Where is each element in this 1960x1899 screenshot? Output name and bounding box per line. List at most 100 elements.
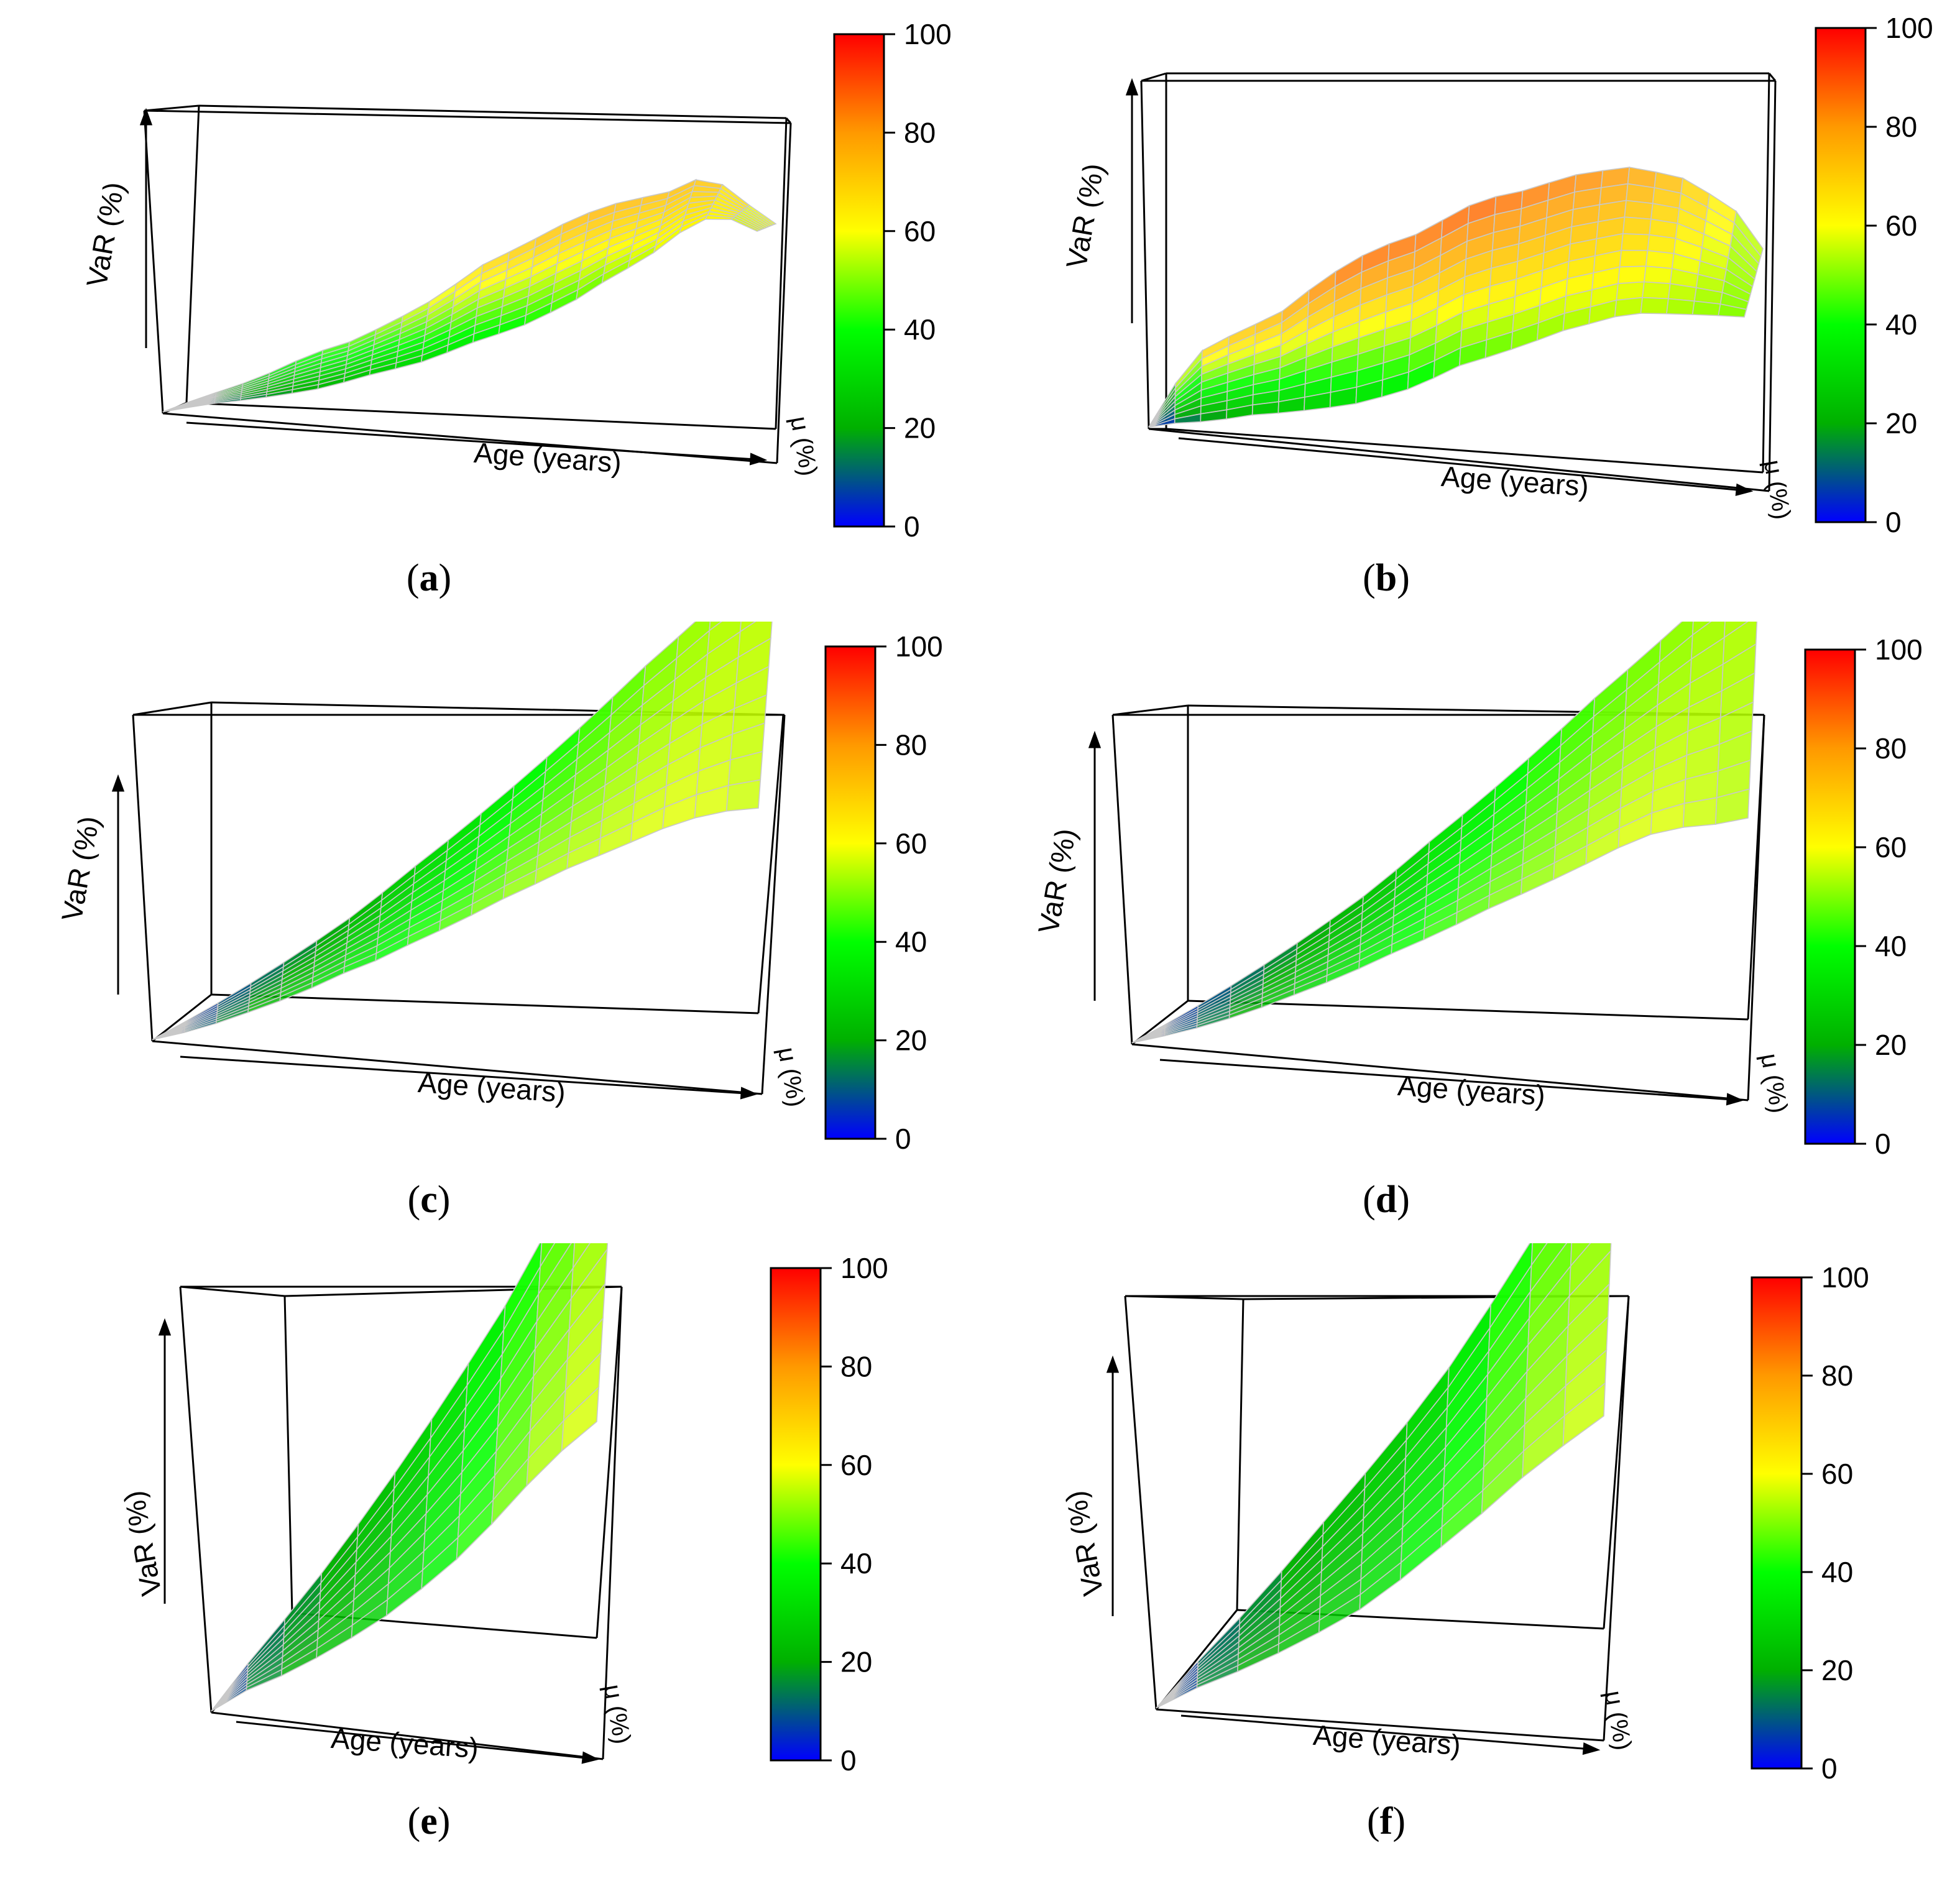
box-edge [1131,1043,1749,1101]
colorbar-tick-label: 80 [895,729,927,761]
y-axis-label: μ (%) [1755,1051,1793,1115]
x-axis-arrow [186,421,765,461]
z-arrowhead [111,774,125,792]
colorbar-gradient [1751,1276,1803,1770]
colorbar-tick-label: 0 [904,510,920,543]
colorbar-tick-label: 60 [904,215,936,247]
x-axis-label: Age (years) [330,1722,480,1764]
box-edge [757,714,784,1014]
box-edge [143,110,164,414]
z-arrowhead [158,1318,172,1336]
box-edge [1141,72,1167,82]
surface-facet [572,1243,591,1270]
bounding-box [143,104,792,464]
x-axis-label: Age (years) [1397,1069,1547,1111]
box-edge [1747,714,1765,1101]
z-arrowhead [1088,730,1102,748]
z-arrowhead [1106,1355,1120,1373]
colorbar-tick-label: 80 [1885,111,1917,143]
box-edge [186,402,776,430]
z-axis-label: VaR (%) [1032,826,1082,936]
x-axis-arrow [1159,1059,1742,1101]
panel-a: VaR (%) Age (years) μ (%) 0 20 40 60 80 100 (a) [0,0,980,622]
surface-facet [1723,622,1749,639]
axis-arrows [111,774,758,1100]
y-axis-label: μ (%) [785,414,822,478]
surface-facet [1489,1243,1533,1330]
colorbar-tick-label: 80 [1821,1359,1853,1392]
surface-facet [1659,622,1694,663]
surface-facet [1530,1243,1548,1267]
x-axis-arrow [1178,437,1751,492]
panel-label-a: (a) [406,557,452,599]
y-axis-label: μ (%) [1759,458,1796,522]
surface-facet [1691,300,1721,316]
z-axis-label: VaR (%) [117,1488,168,1598]
x-arrowhead [740,1087,758,1100]
box-edge [1762,73,1770,473]
surface-facet [1622,216,1652,236]
box-edge [211,1711,604,1760]
box-edge [1156,1708,1604,1742]
surface-facet [739,622,757,633]
x-arrowhead [1582,1742,1601,1755]
colorbar-gradient [770,1267,822,1762]
box-edge [152,1040,763,1095]
box-edge [1603,1295,1630,1741]
box-edge [596,1286,623,1639]
z-arrowhead [1125,78,1139,96]
colorbar-tick-label: 0 [1875,1128,1891,1160]
colorbar-tick-label: 40 [840,1547,872,1579]
colorbar: 0 20 40 60 80 100 [1804,633,1923,1160]
colorbar-tick-label: 20 [895,1024,927,1057]
box-edge [152,993,212,1042]
surface-facet [1619,249,1649,268]
colorbar-gradient [824,645,876,1140]
colorbar-tick-label: 60 [895,827,927,860]
box-edge [144,104,200,112]
colorbar: 0 20 40 60 80 100 [824,630,943,1155]
surface-plot-f: VaR (%) Age (years) μ (%) 0 20 40 60 80 100 [1059,1243,1869,1785]
x-axis-arrow [1180,1714,1598,1751]
colorbar-tick-label: 60 [1885,209,1917,242]
surface-facet [1614,297,1643,318]
colorbar-tick-label: 100 [1885,12,1933,44]
colorbar-gradient [833,33,885,528]
surface [1156,1243,1612,1709]
surface-facet [1645,250,1675,269]
x-arrowhead [1726,1093,1744,1106]
panel-label-c: (c) [407,1179,451,1221]
box-edge [1140,80,1150,430]
y-axis-label: μ (%) [1599,1688,1637,1752]
colorbar-tick-label: 80 [1875,732,1907,765]
surface-facet [536,1243,576,1323]
colorbar-tick-label: 80 [840,1350,872,1382]
surface-plot-d: VaR (%) Age (years) μ (%) 0 20 40 60 80 100 [1032,622,1923,1160]
box-edge [198,104,787,119]
colorbar-tick-label: 20 [1821,1654,1853,1686]
surface [162,178,777,413]
surface [1148,167,1764,428]
colorbar-tick-label: 20 [1875,1029,1907,1061]
surface-facet [1570,1243,1591,1267]
z-axis-label: VaR (%) [80,180,131,290]
surface-plot-c: VaR (%) Age (years) μ (%) 0 20 40 60 80 100 [55,622,943,1155]
x-axis-arrow [180,1055,756,1095]
colorbar-tick-label: 80 [904,116,936,149]
bounding-box [1140,72,1777,492]
colorbar-gradient [1804,648,1856,1145]
axis-arrows [1125,78,1754,496]
surface-facet [503,1243,543,1330]
colorbar-tick-label: 0 [840,1744,857,1777]
colorbar-tick-label: 40 [904,313,936,346]
box-edge [283,1295,293,1614]
panel-label-f: (f) [1367,1800,1406,1842]
surface-facet [737,622,773,658]
box-edge [132,701,212,716]
x-axis-label: Age (years) [1440,460,1590,502]
surface-plot-a: VaR (%) Age (years) μ (%) 0 20 40 60 80 100 [80,18,952,543]
colorbar-tick-label: 20 [840,1646,872,1678]
x-arrowhead [749,453,768,466]
